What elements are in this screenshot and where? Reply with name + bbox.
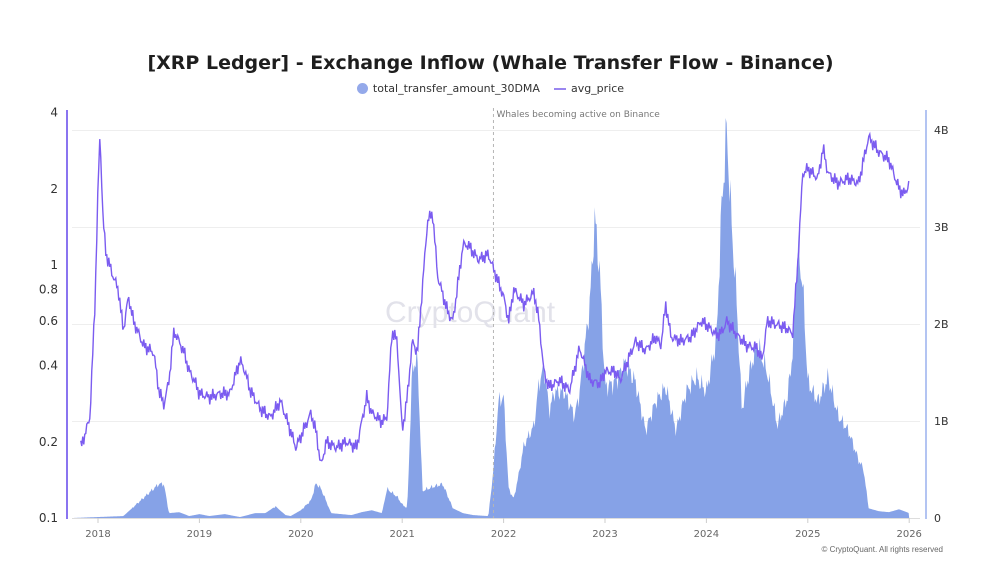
svg-text:2019: 2019 bbox=[187, 529, 212, 540]
line-series-avg-price bbox=[80, 131, 910, 462]
svg-text:0.8: 0.8 bbox=[39, 283, 58, 297]
svg-text:2025: 2025 bbox=[795, 529, 820, 540]
right-axis-ticks: 0 1B 2B 3B 4B bbox=[934, 124, 949, 525]
svg-text:2021: 2021 bbox=[389, 529, 414, 540]
legend-item-transfer-amount[interactable]: total_transfer_amount_30DMA bbox=[356, 82, 540, 95]
circle-marker-icon bbox=[356, 83, 368, 94]
svg-text:2023: 2023 bbox=[592, 529, 617, 540]
svg-text:2B: 2B bbox=[934, 318, 949, 331]
annotation-label: Whales becoming active on Binance bbox=[496, 110, 660, 120]
svg-text:2: 2 bbox=[50, 182, 58, 196]
svg-text:0.4: 0.4 bbox=[39, 359, 58, 373]
copyright-notice: © CryptoQuant. All rights reserved bbox=[821, 545, 944, 554]
svg-text:2024: 2024 bbox=[694, 529, 719, 540]
svg-text:4B: 4B bbox=[934, 124, 949, 137]
svg-text:1B: 1B bbox=[934, 415, 949, 428]
legend-label-transfer-amount: total_transfer_amount_30DMA bbox=[372, 82, 540, 95]
svg-text:0.2: 0.2 bbox=[39, 435, 58, 449]
bar-series-transfer-amount bbox=[72, 117, 910, 519]
line-marker-icon bbox=[553, 87, 566, 90]
svg-text:2022: 2022 bbox=[491, 529, 516, 540]
svg-text:2018: 2018 bbox=[85, 529, 110, 540]
legend-item-avg-price[interactable]: avg_price bbox=[553, 82, 625, 95]
svg-text:1: 1 bbox=[50, 258, 58, 272]
legend-label-avg-price: avg_price bbox=[570, 82, 625, 95]
svg-text:2026: 2026 bbox=[896, 529, 921, 540]
x-axis-ticks: 2018 2019 2020 2021 2022 2023 2024 2025 2026 bbox=[85, 518, 922, 540]
svg-text:0: 0 bbox=[934, 512, 941, 525]
svg-text:2020: 2020 bbox=[288, 529, 313, 540]
chart-title: [XRP Ledger] - Exchange Inflow (Whale Tr… bbox=[147, 52, 834, 74]
svg-text:3B: 3B bbox=[934, 221, 949, 234]
svg-text:0.6: 0.6 bbox=[39, 314, 58, 328]
legend: total_transfer_amount_30DMA avg_price bbox=[0, 82, 981, 95]
svg-text:4: 4 bbox=[50, 106, 58, 120]
left-axis-ticks: 0.1 0.2 0.4 0.6 0.8 1 2 4 bbox=[39, 106, 58, 525]
svg-text:0.1: 0.1 bbox=[39, 511, 58, 525]
